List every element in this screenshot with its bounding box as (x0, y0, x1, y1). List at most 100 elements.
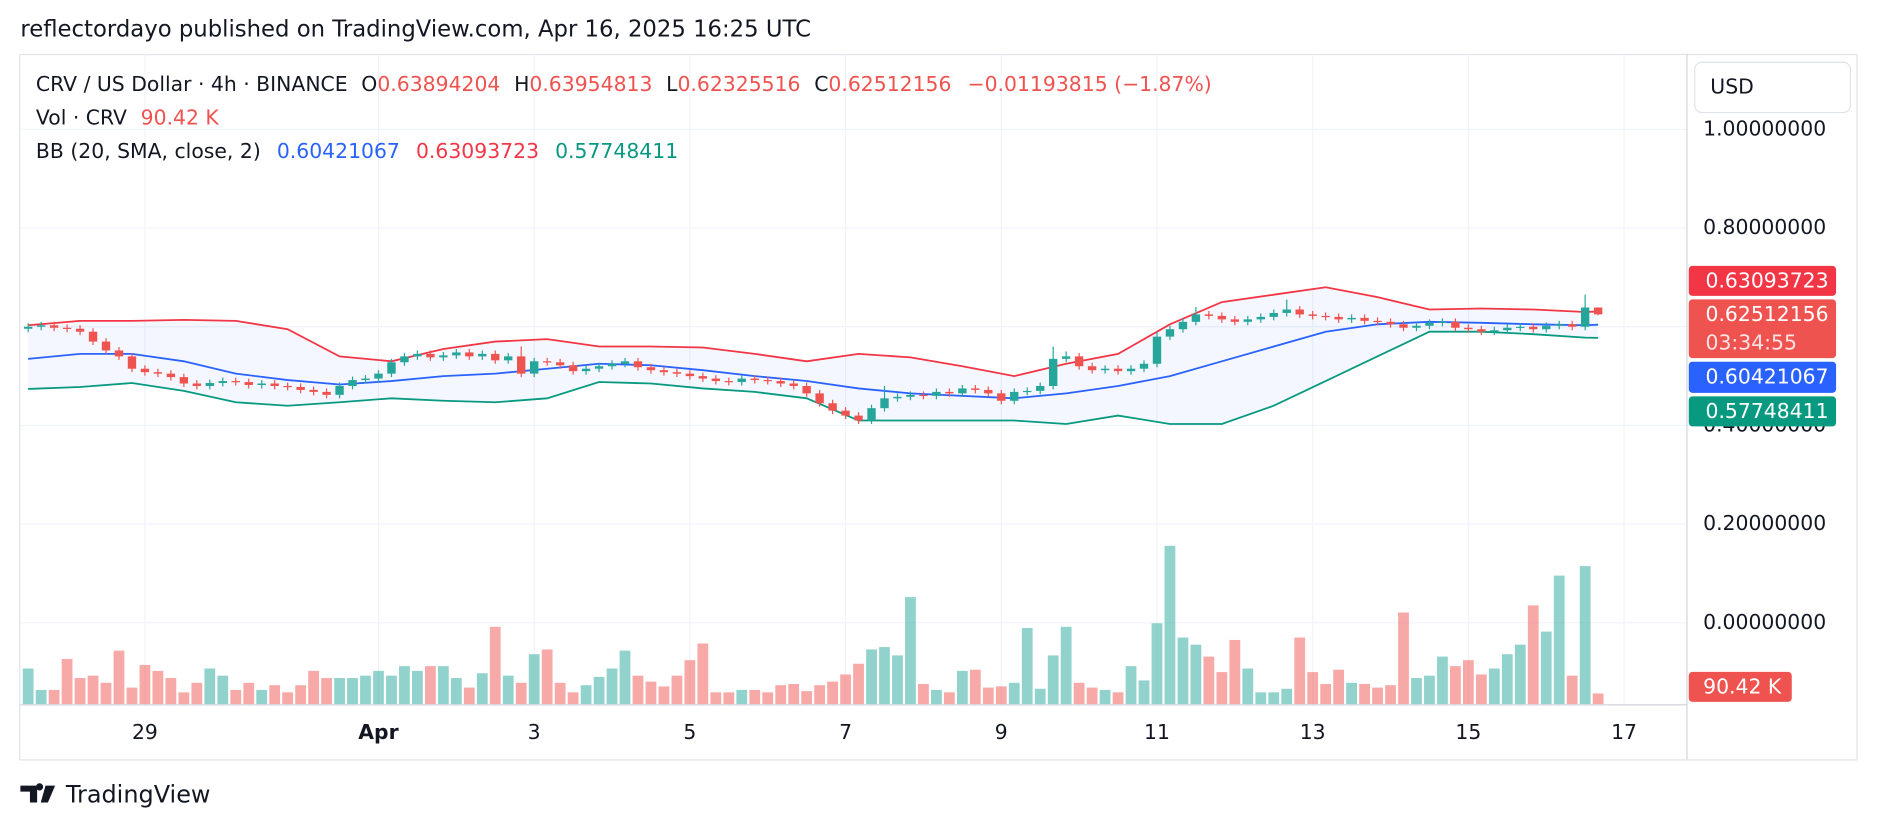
bb-title: BB (20, SMA, close, 2) (36, 139, 261, 163)
candle-body (1010, 391, 1019, 401)
volume-bar (943, 692, 955, 705)
candle-body (257, 383, 266, 385)
candle-body (1126, 368, 1136, 372)
candle-body (1542, 325, 1551, 330)
candle-body (101, 341, 111, 351)
volume-badge (1688, 671, 1792, 702)
volume-bar (1021, 628, 1033, 705)
volume-bar (801, 691, 813, 705)
volume-bar (554, 682, 566, 705)
volume-bar (1047, 655, 1059, 705)
candle-body (179, 377, 189, 384)
candle-body (1204, 314, 1214, 316)
volume-bar (840, 674, 851, 705)
candle-body (1113, 368, 1123, 372)
volume-bar (775, 685, 787, 705)
candle-body (426, 353, 435, 358)
candle-body (166, 373, 176, 378)
candle-body (1334, 316, 1343, 320)
candle-body (1555, 324, 1564, 326)
volume-bar (1488, 668, 1500, 705)
candle-body (478, 353, 487, 357)
volume-bar (1372, 687, 1383, 705)
bb-upper-line (28, 286, 1599, 378)
candle-body (1256, 316, 1265, 320)
volume-bar (632, 675, 644, 705)
y-tick-label: 0.00000000 (1703, 610, 1826, 634)
currency-button[interactable] (1694, 61, 1852, 114)
volume-title: Vol · CRV (36, 106, 127, 130)
bb-upper-badge-text: 0.63093723 (1706, 268, 1829, 292)
candle-body (1165, 329, 1175, 337)
volume-bar (126, 687, 138, 705)
candle-body (750, 378, 759, 381)
candle-body (114, 350, 124, 357)
volume-bar (918, 683, 929, 705)
candle-body (153, 372, 163, 374)
candle-body (1087, 366, 1097, 371)
volume-bar (749, 689, 761, 705)
x-tick-label: 29 (132, 720, 158, 744)
bb-lower-badge (1688, 396, 1837, 427)
y-tick-label: 0.20000000 (1703, 511, 1826, 535)
candle-body (1412, 325, 1421, 328)
candle-body (737, 378, 746, 383)
candle-body (1347, 317, 1356, 320)
x-tick-label: 13 (1300, 720, 1326, 744)
volume-bar (1008, 682, 1020, 705)
candle-body (1438, 321, 1447, 324)
volume-bar (399, 666, 410, 705)
volume-bar (1281, 688, 1293, 705)
candle-body (607, 363, 617, 367)
volume-bar (1320, 683, 1332, 705)
candle-body (1243, 319, 1252, 322)
candle-body (776, 381, 785, 384)
volume-value: 90.42 K (141, 106, 220, 130)
volume-bar (450, 678, 462, 705)
candle-body (504, 356, 513, 361)
candle-body (646, 367, 656, 371)
volume-bar (671, 675, 683, 705)
candle-body (1490, 330, 1499, 332)
candle-body (400, 356, 409, 363)
candle-body (542, 361, 552, 363)
candle-body (374, 373, 383, 379)
volume-bar (710, 692, 722, 705)
volume-bar (814, 685, 826, 705)
candle-body (452, 352, 461, 356)
candle-body (763, 380, 772, 382)
volume-bar (1579, 566, 1591, 705)
volume-bar (191, 682, 203, 705)
price-badges: 0.63093723 0.62512156 03:34:55 0.6042106… (1688, 265, 1837, 702)
high-letter: H (514, 72, 529, 96)
candle-body (529, 361, 539, 374)
candle-body (867, 408, 876, 421)
candle-body (1477, 329, 1486, 332)
y-tick-label: 0.80000000 (1703, 215, 1826, 239)
candle-body (620, 361, 630, 364)
candle-body (1593, 307, 1603, 315)
bb-legend: BB (20, SMA, close, 2) 0.60421067 0.6309… (36, 139, 678, 163)
candle-body (1036, 385, 1045, 391)
close-value: 0.62512156 (828, 72, 951, 96)
candle-body (517, 356, 526, 374)
currency[interactable]: USD (1710, 74, 1754, 98)
volume-bar (684, 660, 696, 705)
volume-bar (1255, 692, 1267, 705)
candle-body (387, 362, 396, 374)
low-letter: L (666, 72, 678, 96)
volume-bar (1164, 545, 1176, 705)
volume-bar (658, 686, 670, 705)
bb-basis-line (28, 320, 1599, 400)
candle-body (841, 410, 850, 416)
volume-bar (1190, 644, 1202, 705)
volume-bar (386, 675, 397, 705)
candle-body (361, 378, 370, 381)
volume-bar (347, 678, 358, 705)
volume-bar (1138, 680, 1150, 705)
candle-body (919, 394, 928, 397)
volume-bar (593, 676, 605, 705)
candle-body (1282, 309, 1291, 313)
x-tick-label: 7 (839, 720, 852, 744)
